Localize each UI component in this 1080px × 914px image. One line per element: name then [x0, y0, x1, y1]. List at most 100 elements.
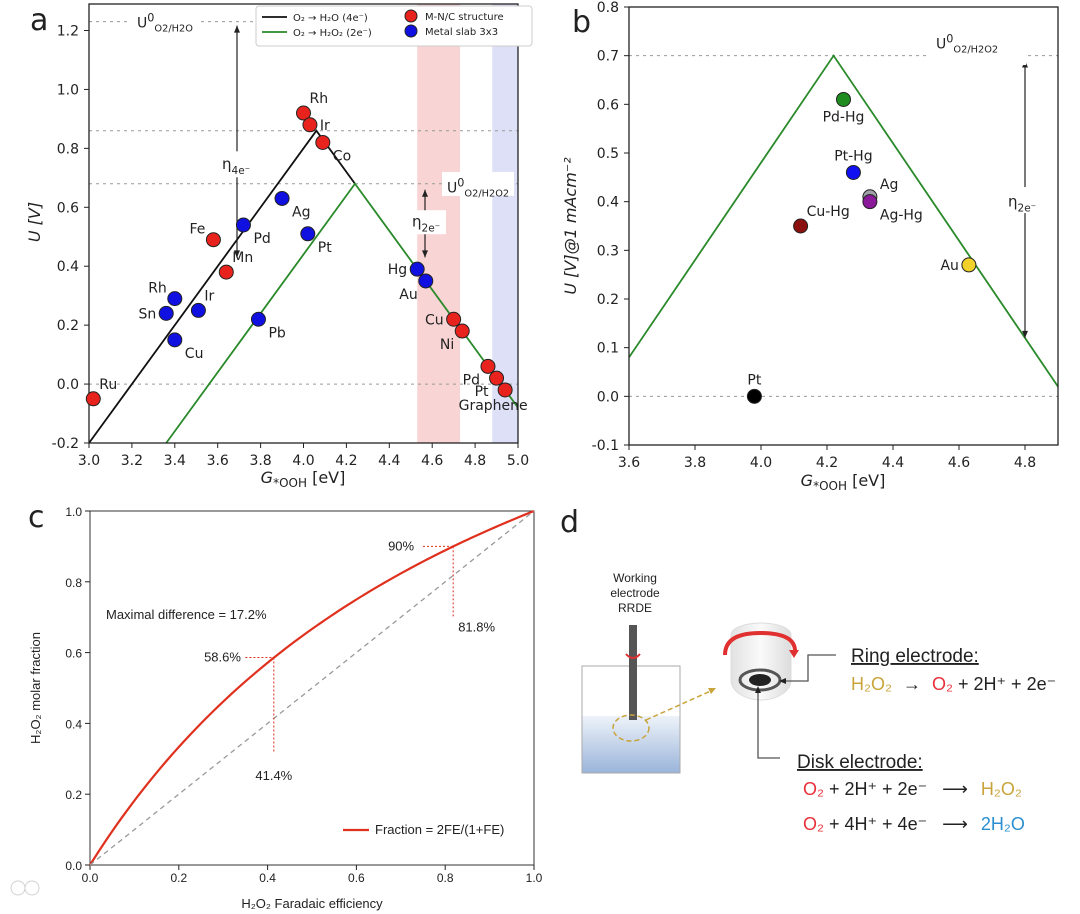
- point-label: Cu: [425, 312, 444, 328]
- x-tick-label: 3.2: [121, 453, 143, 469]
- disk-electrode-title: Disk electrode:: [797, 752, 923, 773]
- annotation-label: 58.6%: [204, 650, 241, 665]
- disk1-arrow: ⟶: [942, 779, 968, 799]
- y-tick-label: 0.3: [597, 243, 619, 259]
- data-point: [961, 257, 977, 273]
- ring-pointer-arrowhead-icon: [779, 678, 786, 684]
- point-label: Ni: [440, 337, 454, 353]
- data-point: [235, 217, 251, 233]
- disk1-rest: + 2H⁺ + 2e⁻: [829, 779, 927, 799]
- ring-arrow: →: [903, 674, 921, 694]
- data-point: [454, 323, 470, 339]
- disk-electrode: [749, 674, 771, 686]
- point-label: Pb: [268, 325, 285, 341]
- data-point: [315, 134, 331, 150]
- ring-pointer: [781, 654, 836, 682]
- disk1-reactant: O₂: [803, 779, 824, 799]
- legend-marker: [404, 9, 418, 23]
- legend-box: [255, 5, 533, 47]
- plot-frame: [89, 510, 535, 866]
- working-electrode-label-2: electrode: [610, 586, 660, 600]
- u-label-bg: [442, 171, 514, 196]
- point-label: Pd-Hg: [823, 109, 865, 125]
- u-2e-label-sub: O2/H2O2: [953, 44, 998, 55]
- data-point: [836, 91, 851, 107]
- panel-d-diagram: Working electrode RRDE Ring electrode: H…: [581, 571, 1056, 834]
- x-axis-label-unit: [eV]: [847, 471, 885, 490]
- y-tick-label: 0.4: [65, 717, 82, 731]
- zoom-circle: [612, 714, 650, 742]
- x-tick-label: 4.0: [292, 453, 314, 469]
- x-tick-label: 4.2: [816, 455, 838, 471]
- data-point: [793, 218, 809, 234]
- eta-2e-label-main: η: [412, 212, 422, 230]
- volcano-line: [628, 54, 1059, 388]
- point-label: Ag-Hg: [880, 208, 923, 224]
- u-label-bg: [930, 41, 1026, 66]
- y-tick-label: 1.0: [57, 82, 79, 98]
- y-axis-label: U [V]: [25, 202, 44, 242]
- u-2e-label: U0O2/H2O2: [447, 177, 509, 200]
- point-label: Cu: [185, 346, 204, 362]
- panel-c-chart: 0.0 0.2 0.4 0.6 0.8 1.0 0.0 0.2 0.4 0.6 0.8 1.0 90% 8…: [28, 505, 543, 911]
- ring-reactant: H₂O₂: [851, 674, 892, 694]
- legend-label: O₂ → H₂O₂ (2e⁻): [293, 28, 372, 39]
- panel-b-chart: 3.6 3.8 4.0 4.2 4.4 4.6 4.8 -0.1 0.0 0.1 0.2 0.3 0.4…: [561, 0, 1059, 493]
- legend-label: Fraction = 2FE/(1+FE): [375, 822, 504, 837]
- u-2e-label-main: U: [936, 36, 946, 52]
- ring-electrode: [738, 668, 782, 692]
- data-point: [218, 264, 234, 280]
- data-point: [845, 164, 861, 180]
- eta-2e-arrow-head-icon: [422, 189, 428, 197]
- eta-2e-label: η2e⁻: [412, 212, 440, 234]
- point-label: Au: [940, 258, 958, 274]
- x-tick-label: 5.0: [507, 453, 529, 469]
- x-axis-label-main: G: [261, 468, 273, 487]
- data-point: [489, 370, 505, 386]
- legend-label: M-N/C structure: [425, 12, 504, 23]
- point-label: Graphene: [459, 398, 528, 414]
- x-tick-label: 3.8: [249, 453, 271, 469]
- y-tick-label: 0.0: [57, 377, 79, 393]
- y-tick-label: 0.0: [597, 389, 619, 405]
- u-2e-label-sub: O2/H2O2: [464, 189, 509, 200]
- x-tick-label: 3.0: [78, 453, 100, 469]
- y-tick-label: 0.5: [597, 146, 619, 162]
- y-tick-label: 0.8: [65, 576, 82, 590]
- data-point: [167, 332, 183, 348]
- data-point: [300, 226, 316, 242]
- max-difference-label: Maximal difference = 17.2%: [106, 607, 267, 622]
- eta-4e-label: η4e⁻: [222, 155, 250, 177]
- y-tick-label: 0.0: [65, 859, 82, 873]
- y-tick-label: 0.2: [65, 788, 82, 802]
- eta-label-bg: [410, 210, 446, 235]
- ring-rest: + 2H⁺ + 2e⁻: [958, 674, 1056, 694]
- x-tick-label: 4.4: [882, 455, 904, 471]
- disk-pointer-arrowhead-icon: [755, 686, 761, 693]
- fraction-curve: [89, 509, 535, 866]
- panel-letter-a: a: [30, 3, 48, 38]
- point-label: Pt: [747, 372, 761, 388]
- u-2e-label: U0O2/H2O2: [936, 32, 998, 55]
- y-axis-label: H₂O₂ molar fraction: [28, 632, 43, 744]
- y-tick-label: 0.6: [65, 647, 82, 661]
- rotation-arrow-icon: [625, 653, 641, 659]
- u-4e-label: U0O2/H2O: [137, 12, 193, 35]
- x-tick-label: 0.0: [82, 871, 99, 885]
- x-tick-label: 0.2: [170, 871, 187, 885]
- y-axis-label: U [V]@1 mAcm⁻²: [561, 157, 580, 295]
- x-axis-label: G*OOH [eV]: [801, 471, 886, 493]
- data-point: [497, 382, 513, 398]
- y-tick-label: 0.4: [597, 195, 619, 211]
- zoom-arrowhead-icon: [708, 688, 716, 694]
- annotation-label: 41.4%: [255, 768, 292, 783]
- u-2e-label-sup: 0: [946, 32, 953, 45]
- y-tick-label: 1.0: [65, 505, 82, 519]
- data-point: [862, 194, 878, 210]
- eta-label-bg: [1008, 187, 1044, 214]
- eta-4e-label-main: η: [222, 155, 232, 173]
- data-point: [167, 291, 183, 307]
- eta-2e-arrow-head-icon: [1022, 330, 1028, 338]
- u-4e-label-main: U: [137, 16, 147, 32]
